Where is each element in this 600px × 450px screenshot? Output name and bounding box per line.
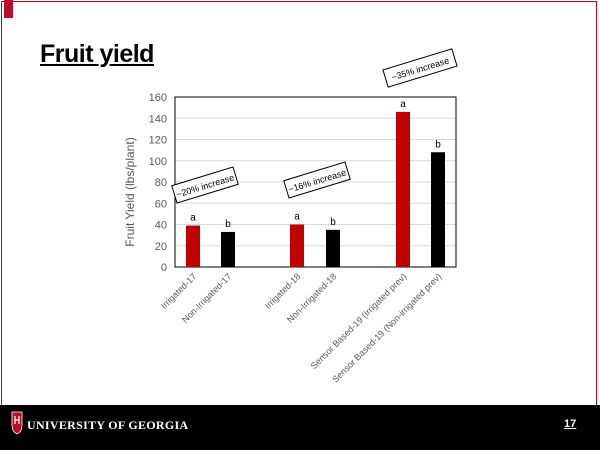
bar-4	[326, 229, 340, 267]
y-tick-label: 80	[155, 177, 167, 189]
bar-6	[431, 152, 445, 267]
page-number: 17	[564, 418, 577, 430]
university-name: UNIVERSITY OF GEORGIA	[27, 418, 189, 432]
bar-2	[221, 231, 235, 267]
y-tick-label: 20	[155, 241, 167, 253]
significance-letter: a	[294, 212, 300, 223]
y-tick-label: 140	[149, 113, 167, 125]
significance-letter: b	[435, 139, 441, 150]
y-tick-label: 60	[155, 198, 167, 210]
significance-letter: a	[400, 99, 406, 110]
uga-shield-logo-icon	[11, 411, 23, 435]
y-tick-label: 0	[161, 262, 167, 274]
annotation-box: ~16% increase	[283, 161, 351, 199]
significance-letter: b	[225, 219, 231, 230]
y-tick-label: 120	[149, 135, 167, 147]
significance-letter: a	[190, 213, 196, 224]
footer-bar: UNIVERSITY OF GEORGIA 17	[0, 405, 600, 450]
y-axis-label: Fruit Yield (lbs/plant)	[123, 137, 137, 246]
y-tick-label: 160	[149, 92, 167, 104]
bar-chart: 0 20 40 60 80 100 120 140 160 Fruit Yield (lbs/p…	[123, 48, 458, 385]
bar-5	[396, 111, 410, 267]
bar-1	[186, 225, 200, 267]
bar-3	[290, 224, 304, 267]
annotation-box: ~20% increase	[171, 166, 239, 204]
top-accent-tab	[4, 0, 13, 18]
y-tick-label: 40	[155, 220, 167, 232]
significance-letter: b	[330, 217, 336, 228]
plot-area	[174, 96, 457, 268]
slide-title: Fruit yield	[40, 40, 154, 68]
y-tick-label: 100	[149, 156, 167, 168]
annotation-box: ~35% increase	[382, 48, 458, 88]
